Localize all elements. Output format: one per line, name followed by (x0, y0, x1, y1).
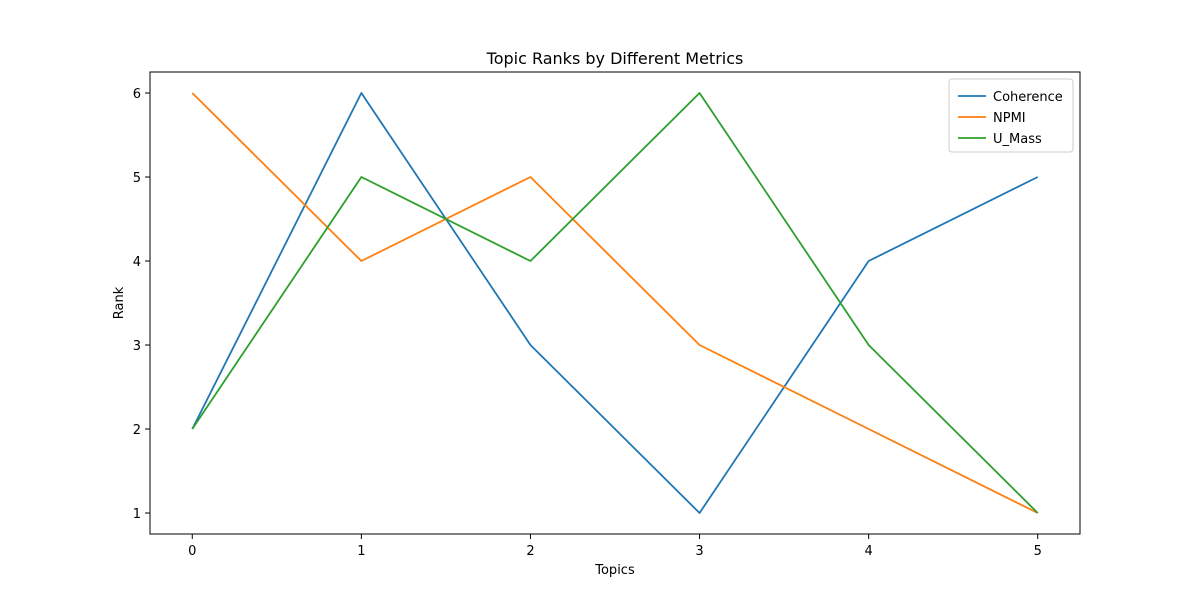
y-tick-label: 3 (133, 339, 141, 354)
x-tick-label: 4 (864, 544, 872, 559)
x-tick-label: 0 (188, 544, 196, 559)
series-line-npmi (191, 92, 1039, 514)
x-tick-label: 1 (357, 544, 365, 559)
plot-area-frame (149, 71, 1081, 535)
x-axis: 0 1 2 3 4 5 (188, 534, 1042, 559)
x-axis-label: Topics (594, 563, 635, 578)
chart-title: Topic Ranks by Different Metrics (486, 49, 744, 68)
y-tick-label: 5 (133, 171, 141, 186)
legend: Coherence NPMI U_Mass (948, 78, 1074, 153)
y-tick-label: 2 (133, 423, 141, 438)
y-tick-label: 6 (133, 87, 141, 102)
y-tick-label: 1 (133, 507, 141, 522)
x-tick-label: 5 (1034, 544, 1042, 559)
y-axis: 1 2 3 4 5 6 (133, 87, 150, 522)
legend-entry: U_Mass (993, 132, 1042, 147)
legend-box (948, 78, 1074, 153)
series-line-coherence (191, 92, 1039, 514)
series-line-u-mass (191, 92, 1039, 514)
series-lines (191, 92, 1039, 514)
legend-entry: NPMI (993, 111, 1026, 126)
x-tick-label: 3 (695, 544, 703, 559)
x-tick-label: 2 (526, 544, 534, 559)
y-tick-label: 4 (133, 255, 141, 270)
legend-entry: Coherence (993, 90, 1063, 105)
y-axis-label: Rank (112, 286, 127, 319)
